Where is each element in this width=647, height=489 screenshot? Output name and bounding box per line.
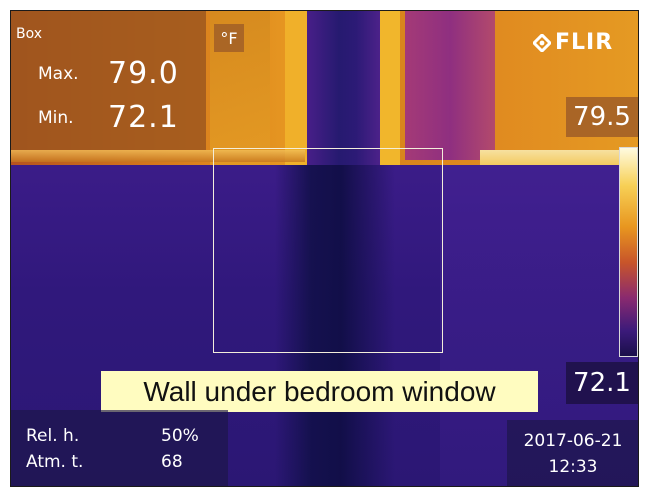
measurement-box [213, 148, 443, 353]
box-label: Box [16, 26, 43, 42]
image-caption: Wall under bedroom window [101, 371, 538, 412]
max-label: Max. [38, 64, 79, 84]
window-right-inner [405, 10, 495, 160]
scale-max-value: 79.5 [566, 97, 638, 137]
min-value: 72.1 [108, 100, 179, 135]
measurement-panel [10, 10, 206, 150]
parameters-panel: Rel. h. 50% Atm. t. 68 [10, 410, 228, 487]
capture-date: 2017-06-21 [523, 430, 623, 451]
unit-badge: °F [214, 24, 244, 52]
window-frame-right [380, 10, 400, 165]
color-scale-bar [619, 147, 638, 357]
atm-t-label: Atm. t. [26, 452, 84, 472]
capture-time: 12:33 [548, 456, 598, 477]
max-value: 79.0 [108, 56, 179, 91]
flir-logo: FLIR [531, 30, 614, 55]
atm-t-value: 68 [161, 452, 183, 472]
rel-h-value: 50% [161, 426, 199, 446]
window-center-mullion [305, 10, 390, 165]
flir-logo-text: FLIR [555, 30, 614, 55]
wall-stud [275, 165, 395, 487]
window-frame-left [285, 10, 307, 165]
window-sill-right [480, 150, 639, 166]
min-label: Min. [38, 108, 74, 128]
datetime-panel: 2017-06-21 12:33 [507, 420, 639, 487]
rel-h-label: Rel. h. [26, 426, 80, 446]
scale-min-value: 72.1 [566, 362, 638, 404]
window-sill-left [10, 150, 305, 162]
flir-logo-icon [531, 32, 553, 53]
